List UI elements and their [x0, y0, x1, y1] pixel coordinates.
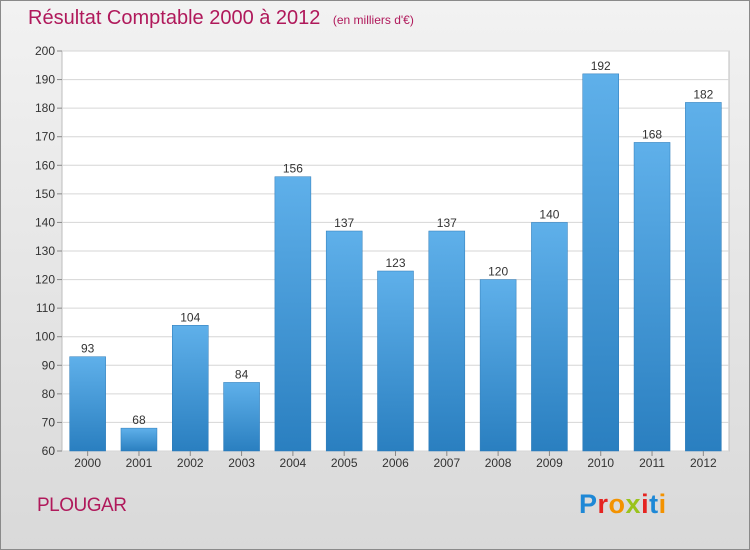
logo-letter: x [625, 489, 642, 519]
value-label-2011: 168 [642, 127, 662, 141]
y-tick-label: 170 [35, 130, 55, 144]
bar-2006 [377, 270, 414, 452]
x-axis: 2000 2001 2002 2003 2004 2005 2006 2007 2008 2009… [74, 451, 717, 470]
value-label-2009: 140 [539, 207, 559, 221]
y-tick-label: 190 [35, 73, 55, 87]
logo-letter: i [641, 489, 650, 519]
bar-2011 [633, 142, 671, 452]
y-tick-label: 120 [35, 273, 55, 287]
logo-letter: r [597, 489, 609, 519]
bar-2001 [120, 427, 158, 452]
x-tick-label-2010: 2010 [587, 456, 614, 470]
x-tick-label-2009: 2009 [536, 456, 563, 470]
bar-2012 [685, 102, 722, 452]
x-tick-label-2005: 2005 [331, 456, 358, 470]
logo-letter: o [608, 489, 626, 519]
value-label-2008: 120 [488, 265, 508, 279]
x-tick-label-2003: 2003 [228, 456, 255, 470]
y-tick-label: 90 [42, 358, 56, 372]
x-tick-label-2007: 2007 [433, 456, 460, 470]
title-text: Résultat Comptable 2000 à 2012 [28, 7, 321, 29]
bars: 93 68 104 84 156 137 123 137 120 140 192 168 182 [69, 59, 722, 452]
logo-letter: P [579, 489, 598, 519]
y-tick-label: 130 [35, 244, 55, 258]
value-label-2004: 156 [283, 162, 303, 176]
bar-2010 [582, 73, 619, 452]
y-tick-label: 180 [35, 101, 55, 115]
bar-2000 [69, 356, 106, 452]
x-tick-label-2011: 2011 [639, 456, 665, 470]
logo-letter: i [658, 489, 667, 519]
y-tick-label: 140 [35, 215, 55, 229]
y-tick-label: 70 [42, 415, 56, 429]
value-label-2012: 182 [693, 87, 713, 101]
x-tick-label-2012: 2012 [690, 456, 717, 470]
x-tick-label-2008: 2008 [485, 456, 512, 470]
bar-2009 [531, 222, 568, 452]
y-axis: 60 70 80 90 100 110 120 130 140 150 160 170 180 190 20… [35, 44, 62, 458]
y-tick-label: 100 [35, 330, 55, 344]
y-tick-label: 200 [35, 44, 55, 58]
value-label-2007: 137 [437, 216, 457, 230]
bar-2002 [172, 325, 209, 452]
bar-2008 [479, 279, 517, 452]
x-tick-label-2006: 2006 [382, 456, 409, 470]
value-label-2000: 93 [81, 342, 95, 356]
value-label-2003: 84 [235, 367, 249, 381]
y-tick-label: 150 [35, 187, 55, 201]
value-label-2001: 68 [132, 413, 146, 427]
bar-2004 [274, 176, 312, 452]
proxiti-logo[interactable]: Proxiti [579, 489, 667, 520]
commune-name: PLOUGAR [37, 495, 127, 516]
x-tick-label-2004: 2004 [280, 456, 307, 470]
x-tick-label-2001: 2001 [126, 456, 153, 470]
logo-letter: t [649, 489, 659, 519]
y-tick-label: 80 [42, 387, 56, 401]
y-tick-label: 60 [42, 444, 56, 458]
y-tick-label: 160 [35, 158, 55, 172]
bar-2007 [428, 230, 466, 452]
y-tick-label: 110 [36, 301, 55, 315]
value-label-2005: 137 [334, 216, 354, 230]
bar-2003 [223, 382, 260, 452]
value-label-2006: 123 [385, 256, 405, 270]
value-label-2002: 104 [180, 310, 200, 324]
chart-title: Résultat Comptable 2000 à 2012 (en milli… [28, 7, 414, 30]
value-label-2010: 192 [591, 59, 611, 73]
bar-2005 [325, 230, 363, 452]
x-tick-label-2000: 2000 [74, 456, 101, 470]
title-unit: (en milliers d'€) [332, 13, 414, 27]
x-tick-label-2002: 2002 [177, 456, 204, 470]
